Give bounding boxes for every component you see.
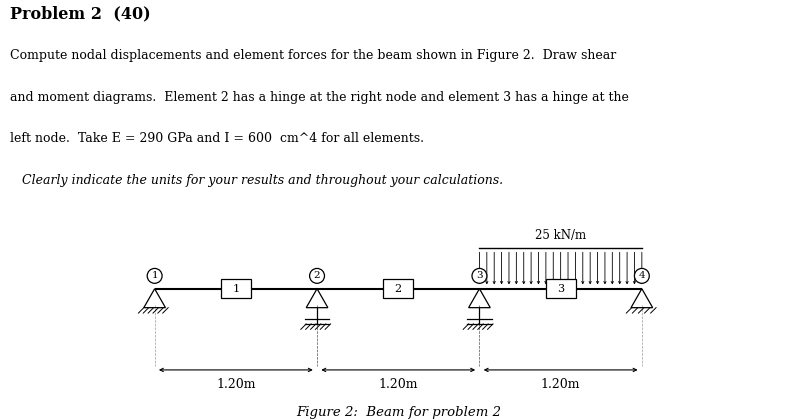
Circle shape (310, 268, 325, 284)
Text: 1.20m: 1.20m (216, 378, 256, 391)
Text: and moment diagrams.  Element 2 has a hinge at the right node and element 3 has : and moment diagrams. Element 2 has a hin… (10, 91, 630, 104)
Bar (383, 279, 413, 298)
Text: 2: 2 (314, 271, 320, 281)
Text: left node.  Take E = 290 GPa and I = 600  cm^4 for all elements.: left node. Take E = 290 GPa and I = 600 … (10, 132, 424, 145)
Circle shape (472, 268, 487, 284)
Text: 1.20m: 1.20m (379, 378, 418, 391)
Text: 1: 1 (233, 284, 240, 294)
Circle shape (148, 268, 162, 284)
Text: Clearly indicate the units for your results and throughout your calculations.: Clearly indicate the units for your resu… (10, 174, 504, 187)
Text: 3: 3 (476, 271, 483, 281)
Text: 2: 2 (395, 284, 402, 294)
Text: 1.20m: 1.20m (541, 378, 581, 391)
Text: Figure 2:  Beam for problem 2: Figure 2: Beam for problem 2 (296, 407, 500, 420)
Text: 1: 1 (152, 271, 158, 281)
Text: 4: 4 (638, 271, 645, 281)
Text: 3: 3 (557, 284, 564, 294)
Bar (221, 279, 251, 298)
Text: Problem 2  (40): Problem 2 (40) (10, 5, 151, 22)
Circle shape (634, 268, 650, 284)
Text: Compute nodal displacements and element forces for the beam shown in Figure 2.  : Compute nodal displacements and element … (10, 50, 617, 63)
Text: 25 kN/m: 25 kN/m (535, 229, 586, 242)
Bar (545, 279, 576, 298)
